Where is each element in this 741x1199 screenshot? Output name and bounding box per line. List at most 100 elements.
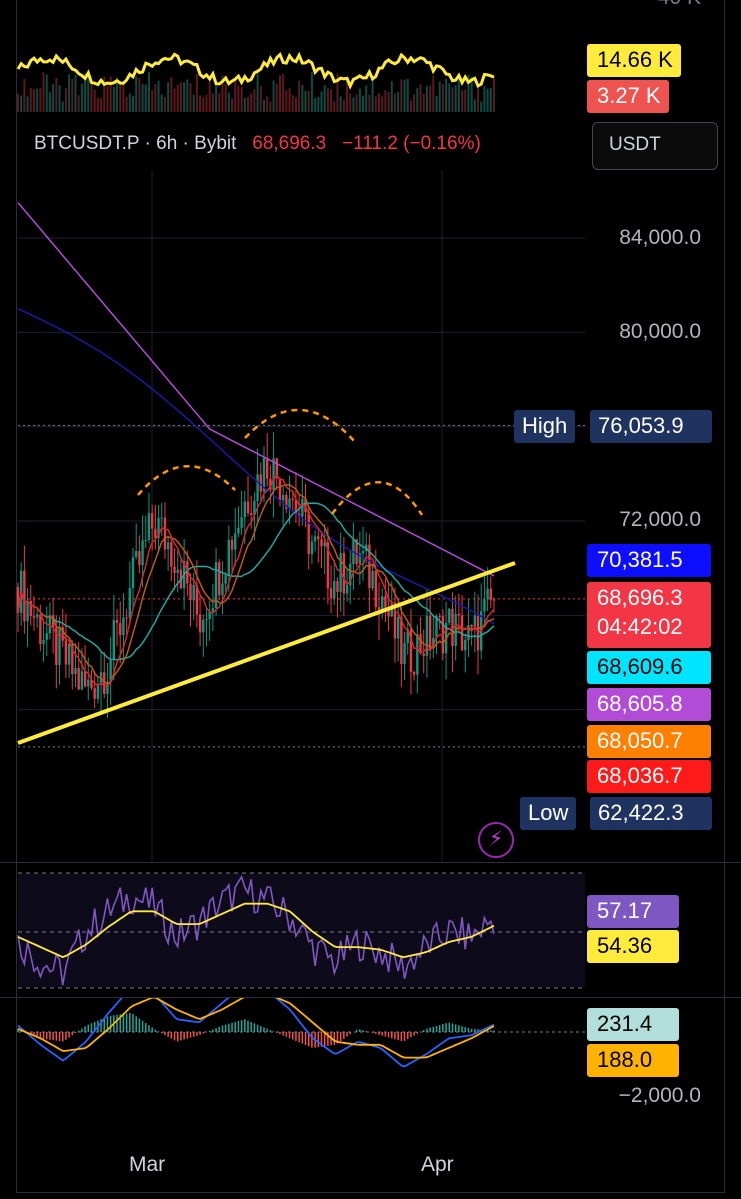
candle-body [93, 688, 96, 699]
candle-body [265, 457, 269, 479]
macd-line [17, 998, 495, 1068]
candle-body [304, 498, 307, 512]
volume-chart [16, 51, 495, 112]
candle-body [64, 640, 68, 665]
candle-body [119, 623, 122, 636]
tag-ma-cyan: 68,609.6 [587, 651, 711, 684]
price-change: −111.2 (−0.16%) [342, 133, 481, 154]
candle-body [422, 653, 425, 656]
candle-body [16, 587, 20, 613]
candle-body [326, 542, 330, 589]
rsi-line [17, 875, 495, 986]
candle-body [380, 596, 384, 614]
candle-body [125, 617, 128, 619]
candle-body [400, 617, 403, 665]
candle-body [55, 627, 58, 665]
volume-ma-line [16, 51, 495, 90]
rsi-background-band [18, 873, 585, 988]
candle-body [428, 615, 432, 649]
ticker-header[interactable]: BTCUSDT.P · 6h · Bybit 68,696.3 −111.2 (… [34, 133, 481, 155]
low-label: Low [520, 797, 577, 830]
candle-body [336, 581, 339, 592]
candle-body [87, 679, 90, 687]
rsi-ma-tag: 54.36 [587, 930, 679, 963]
macd-value-tag: 231.4 [587, 1008, 679, 1041]
candle-body [202, 620, 205, 633]
candle-body [160, 517, 163, 519]
candle-body [150, 513, 154, 529]
candle-body [48, 615, 52, 634]
candle-body [256, 474, 259, 501]
price-chart [16, 170, 585, 862]
candle-body [419, 634, 422, 654]
price-axis-tick: 72,000.0 [619, 508, 701, 531]
tag-ma-navy: 70,381.5 [587, 544, 711, 577]
candle-body [435, 616, 438, 638]
tag-ma-orange: 68,050.7 [587, 725, 711, 758]
macd-chart [17, 998, 585, 1068]
time-axis-label-mar: Mar [129, 1153, 166, 1176]
candle-body [23, 570, 26, 622]
rsi-pane[interactable]: 57.17 54.36 [0, 862, 741, 998]
tag-last-price: 68,696.3 04:42:02 [587, 582, 711, 648]
candle-body [320, 539, 323, 547]
rsi-value-tag: 57.17 [587, 895, 679, 928]
candle-body [333, 581, 336, 599]
candle-body [214, 562, 218, 608]
candle-body [384, 596, 387, 608]
candle-body [301, 498, 304, 517]
candle-body [32, 616, 36, 618]
macd-axis-tick: −2,000.0 [618, 1084, 701, 1107]
candle-body [29, 600, 32, 617]
candle-body [109, 660, 112, 682]
candle-body [451, 608, 454, 646]
candle-body [317, 536, 320, 540]
candle-body [281, 494, 285, 501]
candle-body [246, 501, 250, 514]
candle-body [323, 542, 326, 547]
price-axis-tick: 84,000.0 [619, 226, 701, 249]
candle-body [371, 571, 374, 589]
candle-body [345, 585, 349, 594]
candle-body [253, 500, 256, 516]
candle-body [291, 498, 294, 500]
candle-body [406, 629, 409, 644]
ma-orange-line [17, 483, 495, 684]
pattern-arc-left-shoulder [137, 465, 236, 496]
volume-pane[interactable]: 40 K 14.66 K 3.27 K [0, 0, 741, 113]
high-label: High [514, 410, 576, 443]
macd-signal-tag: 188.0 [587, 1044, 679, 1077]
candle-body [412, 671, 416, 675]
candle-body [96, 684, 100, 699]
candle-body [486, 588, 489, 600]
candle-body [224, 575, 227, 584]
candle-body [342, 553, 346, 594]
candle-body [221, 583, 224, 596]
macd-pane[interactable]: 231.4 188.0 −2,000.0 [0, 997, 741, 1138]
symbol-label: BTCUSDT.P [34, 133, 140, 154]
trendline [17, 561, 516, 745]
candle-body [138, 551, 141, 566]
lightning-icon[interactable]: ⚡ [478, 822, 514, 858]
candle-body [186, 561, 189, 584]
candle-body [131, 557, 135, 589]
price-pane[interactable] [0, 170, 741, 862]
candle-body [464, 639, 467, 651]
candle-body [467, 624, 470, 640]
candle-body [80, 671, 84, 690]
candle-body [374, 571, 377, 608]
candle-body [189, 583, 192, 601]
candle-body [349, 563, 352, 586]
rsi-ma-line [17, 902, 495, 959]
price-axis-tick: 80,000.0 [619, 320, 701, 343]
macd-signal-line [17, 998, 495, 1059]
separator: · [144, 133, 151, 154]
last-price: 68,696.3 [252, 133, 327, 154]
candle-body [272, 458, 275, 490]
candle-body [313, 536, 317, 542]
candle-body [74, 668, 77, 675]
candle-body [278, 478, 282, 501]
candle-body [457, 613, 461, 616]
rsi-chart [17, 872, 585, 989]
currency-button[interactable]: USDT [592, 122, 718, 170]
